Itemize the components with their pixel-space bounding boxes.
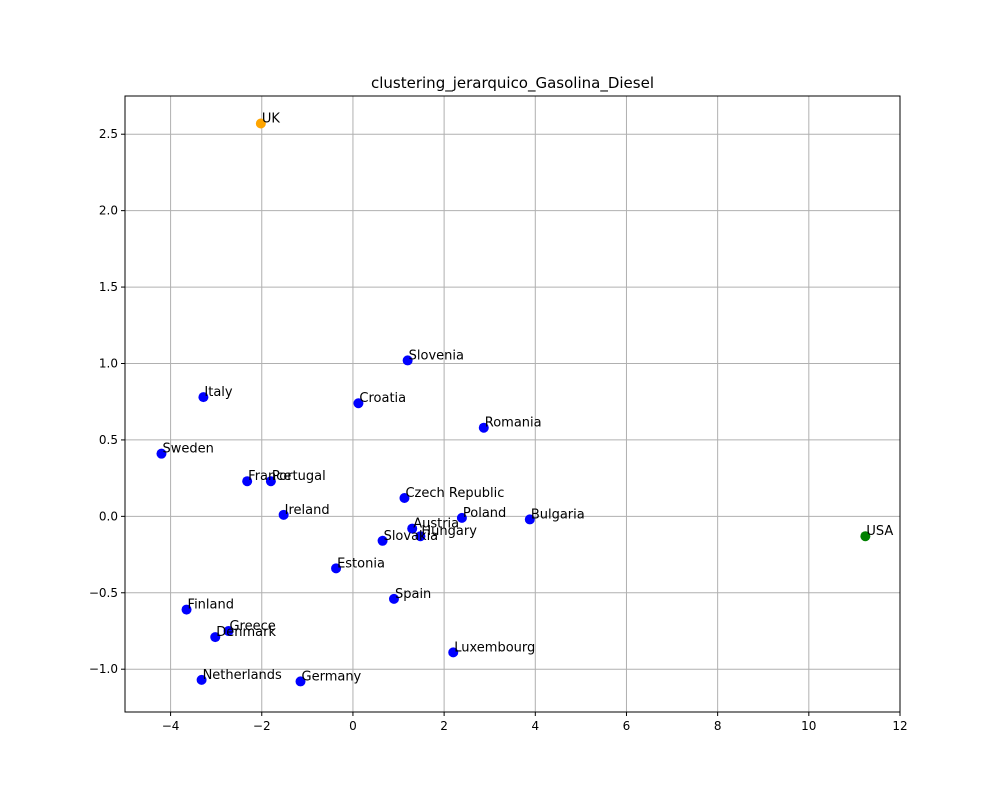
point-label: Spain: [395, 587, 431, 602]
plot-frame: [124, 95, 901, 713]
point-label: Germany: [302, 669, 362, 684]
y-tick-label: 0.0: [99, 509, 118, 523]
point-label: Italy: [204, 385, 233, 400]
chart-title: clustering_jerarquico_Gasolina_Diesel: [371, 74, 654, 93]
point-label: Croatia: [359, 391, 406, 406]
y-tick-label: −0.5: [89, 586, 118, 600]
y-tick-label: 1.5: [99, 280, 118, 294]
axes: −4 −2 0 2 4 6 8 10 12 −1.0 −0.5 0.0 0.5 1.0 1.5 2.0 2.5: [89, 127, 908, 733]
point-label: Hungary: [421, 524, 477, 539]
data-point: [353, 398, 364, 409]
data-point: [181, 604, 192, 615]
point-label: Slovenia: [409, 348, 464, 363]
data-point: [860, 531, 871, 542]
data-point: [331, 563, 342, 574]
data-point: [242, 476, 253, 487]
y-tick-label: 0.5: [99, 433, 118, 447]
point-label: Ireland: [285, 503, 330, 518]
x-tick-label: 12: [892, 719, 907, 733]
point-label: Austria: [413, 517, 459, 532]
data-point: [402, 355, 413, 366]
point-label: Netherlands: [203, 668, 282, 683]
point-label: Poland: [463, 506, 506, 521]
data-point: [196, 674, 207, 685]
point-label: Luxembourg: [454, 640, 535, 655]
data-point: [524, 514, 535, 525]
point-labels: UK Slovenia Italy Croatia Romania Sweden Franc…: [162, 112, 893, 685]
x-tick-label: 4: [531, 719, 539, 733]
data-point: [407, 523, 418, 534]
data-point: [448, 647, 459, 658]
grid-lines: [125, 96, 901, 712]
data-point: [399, 493, 410, 504]
point-label: Finland: [188, 598, 234, 613]
x-tick-label: 6: [623, 719, 631, 733]
data-point: [415, 531, 426, 542]
point-label: Slovakia: [384, 529, 439, 544]
point-label: Romania: [485, 416, 542, 431]
x-tick-label: 0: [349, 719, 357, 733]
y-tick-label: 1.0: [99, 356, 118, 370]
data-points: [156, 118, 871, 687]
point-label: Bulgaria: [531, 507, 585, 522]
data-point: [198, 392, 209, 403]
x-tick-label: 10: [801, 719, 816, 733]
point-label: Sweden: [162, 442, 213, 457]
data-point: [278, 509, 289, 520]
data-point: [223, 625, 234, 636]
data-point: [255, 118, 266, 129]
data-point: [377, 535, 388, 546]
data-point: [210, 632, 221, 643]
y-tick-label: −1.0: [89, 662, 118, 676]
data-point: [478, 422, 489, 433]
point-label: USA: [866, 524, 893, 539]
point-label: Czech Republic: [405, 486, 504, 501]
point-label: Portugal: [272, 469, 326, 484]
y-tick-label: 2.0: [99, 204, 118, 218]
data-point: [295, 676, 306, 687]
data-point: [156, 448, 167, 459]
y-tick-label: 2.5: [99, 127, 118, 141]
data-point: [388, 593, 399, 604]
point-label: UK: [262, 112, 281, 127]
x-tick-label: −2: [253, 719, 271, 733]
data-point: [265, 476, 276, 487]
point-label: Denmark: [216, 625, 276, 640]
point-label: Greece: [229, 619, 275, 634]
point-label: Estonia: [337, 556, 385, 571]
x-tick-label: 2: [440, 719, 448, 733]
data-point: [456, 512, 467, 523]
x-tick-label: 8: [714, 719, 722, 733]
x-tick-label: −4: [162, 719, 180, 733]
point-label: France: [248, 469, 291, 484]
